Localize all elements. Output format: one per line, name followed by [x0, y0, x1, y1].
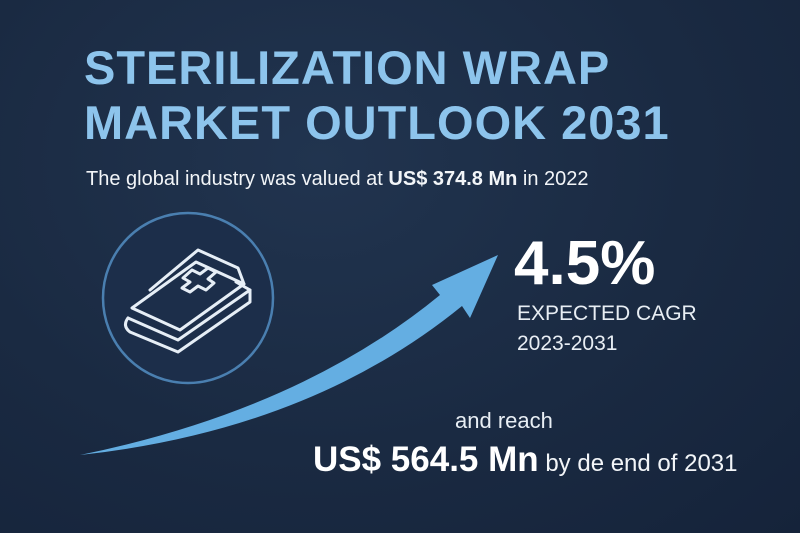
- title: MARKET OUTLOOK 2031: [84, 96, 670, 149]
- cagr-label: EXPECTED CAGR: [517, 302, 697, 325]
- intro-value: US$ 374.8 Mn: [388, 168, 518, 190]
- cagr-period: 2023-2031: [517, 332, 618, 355]
- forecast-lead: and reach: [455, 408, 553, 433]
- title: STERILIZATION WRAP: [84, 41, 611, 94]
- icon-circle: [101, 211, 275, 385]
- intro: The global industry was valued at US$ 37…: [86, 168, 589, 191]
- intro-text: The global industry was valued at: [86, 168, 383, 190]
- forecast-text: by de end of 2031: [545, 450, 738, 477]
- cagr-value: 4.5%: [514, 229, 656, 298]
- wrap-icon: [123, 248, 252, 354]
- growth-arrow: [80, 255, 498, 455]
- intro-text: in 2022: [522, 168, 589, 190]
- forecast: US$ 564.5 Mn by de end of 2031: [313, 440, 738, 480]
- forecast-value: US$ 564.5 Mn: [313, 440, 539, 479]
